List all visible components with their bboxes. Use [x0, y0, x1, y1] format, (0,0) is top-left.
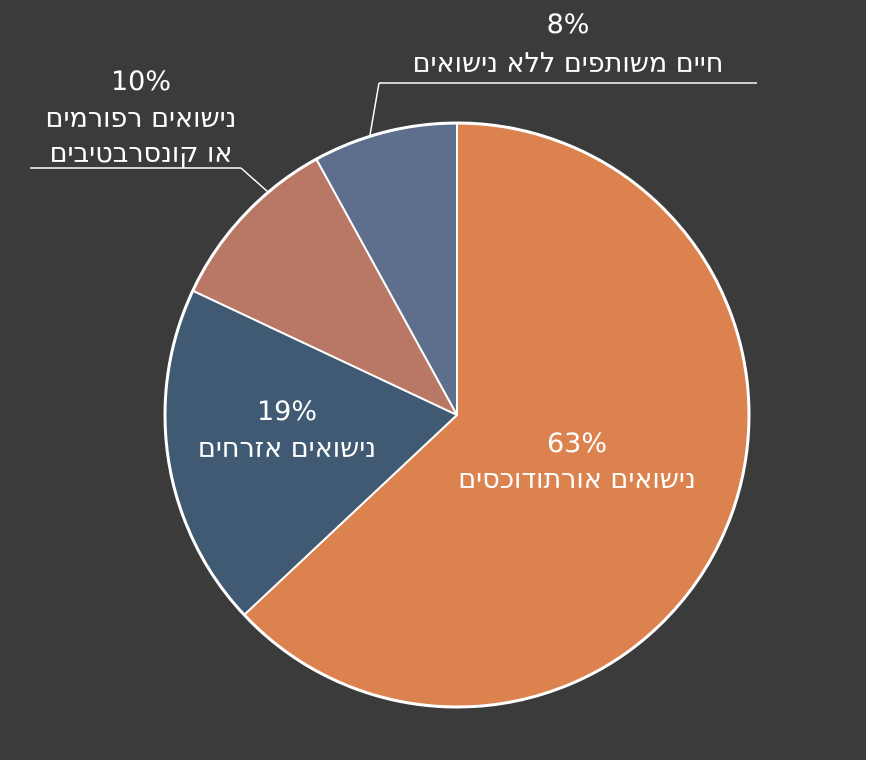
slice-label-reform-line1: נישואים רפורמים [46, 103, 237, 134]
leader-line-reform [240, 167, 269, 193]
slice-label-civil: נישואים אזרחים [198, 433, 376, 464]
slice-percent-reform: 10% [111, 66, 171, 97]
slice-label-reform-line2: או קונסרבטיבים [50, 138, 233, 169]
slice-percent-civil: 19% [257, 396, 317, 427]
pie-outline [163, 121, 751, 709]
slice-percent-cohabitation: 8% [547, 9, 590, 40]
leader-line-cohabitation [369, 82, 380, 136]
slice-percent-orthodox: 63% [547, 428, 607, 459]
slice-label-orthodox: נישואים אורתודוכסים [458, 464, 696, 495]
slice-label-cohabitation: חיים משותפים ללא נישואים [413, 48, 724, 79]
